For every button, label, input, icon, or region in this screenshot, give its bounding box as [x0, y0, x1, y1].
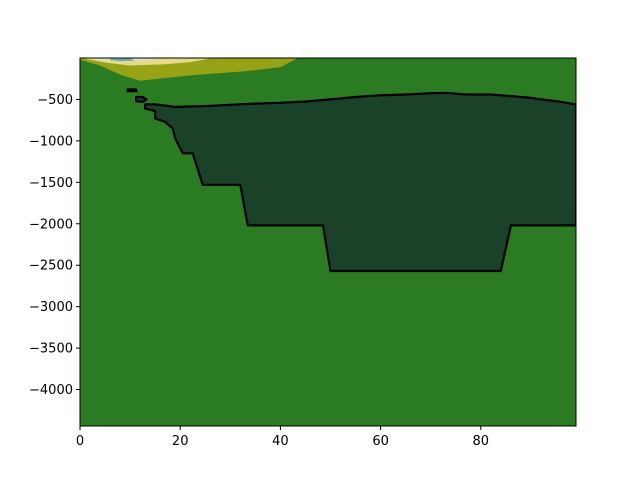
heatmap-regions [80, 58, 576, 273]
y-tick-label: −3500 [29, 342, 73, 357]
y-axis: −500 −1000 −1500 −2000 −2500 −3000 −3500 −4000 [29, 93, 80, 398]
x-axis: 0 20 40 60 80 [76, 426, 489, 449]
plot-frame [79, 57, 577, 427]
y-tick-label: −2000 [29, 217, 73, 232]
y-tick-label: −1000 [29, 134, 73, 149]
y-tick-label: −3000 [29, 300, 73, 315]
x-tick-label: 0 [76, 434, 84, 449]
plot-area [80, 58, 576, 426]
heatmap-region-dark-region-5 [135, 95, 148, 104]
x-tick-label: 60 [372, 434, 389, 449]
heatmap-region-dark-region-6 [126, 88, 138, 93]
x-tick-label: 80 [473, 434, 490, 449]
heatmap-region-dark-region-4 [144, 91, 576, 273]
y-tick-label: −500 [37, 93, 73, 108]
y-tick-label: −4000 [29, 383, 73, 398]
y-tick-label: −1500 [29, 176, 73, 191]
x-tick-label: 40 [272, 434, 289, 449]
heatmap-region-teal-band-3 [110, 58, 136, 62]
x-tick-label: 20 [172, 434, 189, 449]
y-tick-label: −2500 [29, 259, 73, 274]
